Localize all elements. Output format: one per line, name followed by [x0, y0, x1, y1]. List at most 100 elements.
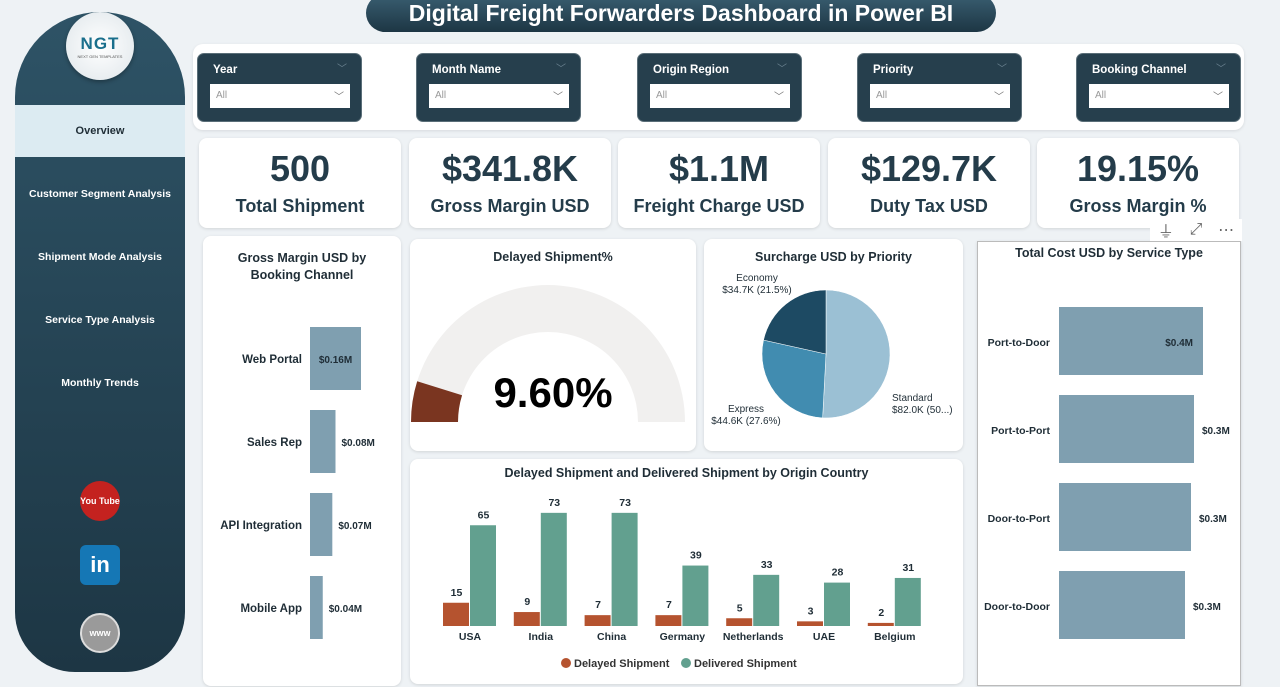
legend-marker [681, 658, 691, 668]
data-label: 39 [690, 550, 702, 562]
booking-channel-dropdown[interactable]: All ﹀ [1089, 84, 1229, 108]
slicer-label: Booking Channel [1092, 64, 1187, 76]
origin-region-dropdown[interactable]: All ﹀ [650, 84, 790, 108]
chevron-down-icon: ﹀ [774, 92, 784, 103]
kpi-freight-charge-usd: $1.1M Freight Charge USD [618, 138, 820, 228]
chart-title: Total Cost USD by Service Type [1015, 246, 1203, 260]
data-label: 73 [619, 497, 631, 509]
bar-delivered [824, 582, 850, 626]
dropdown-value: All [1095, 90, 1107, 101]
data-label: 33 [761, 559, 773, 571]
data-label: $0.04M [329, 604, 362, 615]
kpi-gross-margin-pct: 19.15% Gross Margin % [1037, 138, 1239, 228]
kpi-value: $341.8K [441, 148, 579, 189]
category-label: Sales Rep [247, 437, 302, 449]
priority-dropdown[interactable]: All ﹀ [870, 84, 1010, 108]
chevron-down-icon[interactable]: ﹀ [997, 64, 1007, 75]
linkedin-icon[interactable]: in [80, 545, 120, 585]
column-chart: 15 65 USA 9 73 India 7 73 China 7 39 Germany 5 33 Neth… [443, 497, 921, 670]
more-options-icon[interactable]: ⋯ [1218, 222, 1235, 239]
kpi-label: Gross Margin % [1069, 196, 1207, 216]
slice-name: Standard [892, 393, 933, 404]
legend-marker [561, 658, 571, 668]
chevron-down-icon: ﹀ [994, 92, 1004, 103]
bar-chart: Web Portal $0.16M Sales Rep $0.08M API Integ… [220, 327, 375, 639]
data-label: 2 [878, 607, 884, 619]
chevron-down-icon: ﹀ [334, 92, 344, 103]
gauge-chart [411, 285, 685, 422]
bar [310, 327, 361, 390]
legend-label: Delivered Shipment [694, 658, 797, 670]
bar-delayed [726, 618, 753, 626]
bar [310, 576, 323, 639]
data-label: $0.16M [319, 355, 352, 366]
kpi-value: $129.7K [860, 148, 998, 189]
chevron-down-icon: ﹀ [1213, 92, 1223, 103]
nav-overview[interactable]: Overview [15, 105, 185, 157]
category-label: Germany [660, 631, 706, 643]
year-dropdown[interactable]: All ﹀ [210, 84, 350, 108]
globe-icon[interactable]: www [80, 613, 120, 653]
data-label: $0.4M [1165, 338, 1193, 349]
filter-icon[interactable]: ⏚ [1157, 224, 1174, 241]
category-label: UAE [813, 631, 835, 643]
chart-title: Gross Margin USD by Booking Channel [237, 251, 367, 282]
bar-delivered [540, 512, 567, 626]
bar-delivered [894, 577, 921, 626]
chart-delayed-delivered-by-country: Delayed Shipment and Delivered Shipment … [410, 459, 963, 684]
bar [310, 410, 336, 473]
chart-title: Delayed Shipment and Delivered Shipment … [504, 466, 869, 480]
gauge-value: 9.60% [493, 369, 613, 416]
data-label: $0.3M [1202, 426, 1230, 437]
dropdown-value: All [216, 90, 228, 101]
chevron-down-icon[interactable]: ﹀ [1216, 64, 1226, 75]
category-label: Mobile App [240, 603, 302, 615]
logo: NGT NEXT GEN TEMPLATES [66, 12, 134, 80]
kpi-label: Freight Charge USD [633, 196, 805, 216]
chevron-down-icon[interactable]: ﹀ [556, 64, 566, 75]
chevron-down-icon[interactable]: ﹀ [337, 64, 347, 75]
bar-delivered [611, 512, 638, 626]
dropdown-value: All [435, 90, 447, 101]
slicer-label: Month Name [432, 64, 501, 76]
slicer-label: Year [213, 64, 238, 76]
month-dropdown[interactable]: All ﹀ [429, 84, 569, 108]
focus-mode-icon[interactable]: ⤢ [1189, 221, 1203, 238]
data-label: 31 [902, 562, 914, 574]
bar-delayed [584, 615, 611, 626]
chart-delayed-shipment-pct: Delayed Shipment% 9.60% [410, 239, 696, 451]
nav-customer-segment-analysis[interactable]: Customer Segment Analysis [29, 188, 171, 200]
bar [1059, 571, 1185, 639]
nav-shipment-mode-analysis[interactable]: Shipment Mode Analysis [38, 251, 162, 263]
kpi-label: Duty Tax USD [870, 196, 988, 216]
slicer-label: Origin Region [653, 64, 730, 76]
slice-label: $82.0K (50...) [892, 405, 953, 416]
data-label: $0.3M [1193, 602, 1221, 613]
data-label: 7 [666, 599, 672, 611]
gauge-track [411, 285, 685, 422]
kpi-gross-margin-usd: $341.8K Gross Margin USD [409, 138, 611, 228]
bar-delayed [443, 602, 469, 626]
youtube-icon[interactable]: You Tube [80, 481, 120, 521]
data-label: $0.08M [342, 438, 375, 449]
chevron-down-icon[interactable]: ﹀ [777, 64, 787, 75]
bar-chart: Port-to-Door $0.4M Port-to-Port $0.3M Door-t… [984, 307, 1230, 639]
page-title: Digital Freight Forwarders Dashboard in … [366, 0, 996, 32]
category-label: Door-to-Port [988, 513, 1051, 525]
bar [310, 493, 333, 556]
filter-bar: Year ﹀ All ﹀ Month Name ﹀ All ﹀ Origin Region ﹀… [193, 44, 1244, 130]
pie-slice-standard [822, 289, 891, 419]
slice-name: Express [728, 404, 764, 415]
slicer-year: Year ﹀ All ﹀ [197, 53, 362, 122]
nav-service-type-analysis[interactable]: Service Type Analysis [45, 314, 155, 326]
data-label: 73 [548, 497, 560, 509]
bar-delayed [513, 612, 540, 626]
bar-delayed [867, 622, 894, 626]
nav-monthly-trends[interactable]: Monthly Trends [61, 377, 139, 389]
category-label: Port-to-Port [991, 425, 1050, 437]
data-label: $0.3M [1199, 514, 1227, 525]
category-label: China [597, 631, 626, 643]
logo-text: NGT [80, 33, 120, 53]
category-label: Netherlands [723, 631, 784, 643]
bar-delivered [682, 565, 709, 626]
